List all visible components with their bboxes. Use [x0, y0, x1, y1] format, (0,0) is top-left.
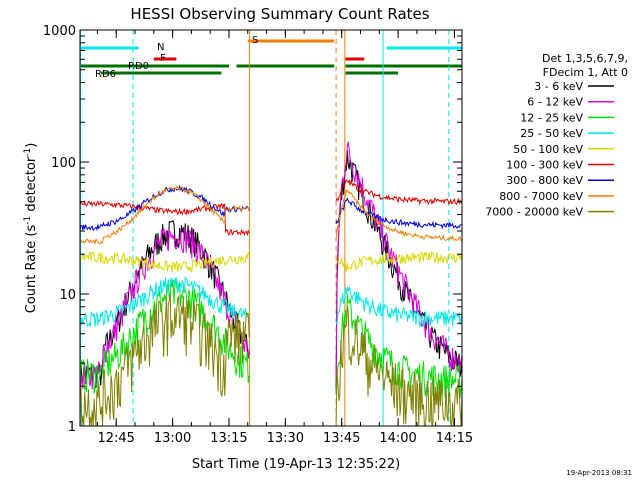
x-tick-label-2: 13:15 — [210, 431, 247, 446]
series-layer — [80, 141, 462, 426]
series-line-0 — [80, 150, 462, 392]
flag-label-s: S — [252, 35, 258, 46]
series-line-3 — [80, 276, 462, 329]
legend-header-line-1: Det 1,3,5,6,7,9, — [542, 52, 628, 65]
x-tick-label-6: 14:15 — [436, 431, 473, 446]
x-tick-label-4: 13:45 — [323, 431, 360, 446]
y-axis: 1 10 100 1000 — [43, 24, 462, 435]
series-line-8 — [80, 293, 462, 426]
series-line-6 — [80, 184, 462, 232]
x-tick-label-0: 12:45 — [97, 431, 134, 446]
legend-label-3: 25 - 50 keV — [520, 127, 583, 140]
series-line-4 — [80, 250, 462, 273]
x-tick-label-1: 13:00 — [154, 431, 191, 446]
plot-frame — [79, 29, 463, 427]
legend-label-5: 100 - 300 keV — [506, 159, 583, 172]
x-axis: 12:45 13:00 13:15 13:30 13:45 14:00 14:15 — [96, 30, 473, 446]
flag-label-f: F — [160, 53, 166, 64]
legend-header-line-2: FDecim 1, Att 0 — [543, 66, 628, 79]
legend-label-1: 6 - 12 keV — [527, 96, 583, 109]
y-tick-label-2: 100 — [51, 156, 76, 171]
flag-label-rd0: RD0 — [128, 61, 149, 72]
series-line-5 — [80, 179, 462, 237]
x-tick-label-5: 14:00 — [379, 431, 416, 446]
x-tick-label-3: 13:30 — [267, 431, 304, 446]
flag-label-n: N — [157, 42, 164, 53]
y-tick-label-1: 10 — [59, 288, 76, 303]
legend-label-0: 3 - 6 keV — [534, 80, 583, 93]
legend-label-7: 800 - 7000 keV — [499, 190, 583, 203]
timestamp: 19-Apr-2013 08:31 — [566, 469, 632, 477]
chart-title: HESSI Observing Summary Count Rates — [130, 5, 429, 23]
y-axis-label: Count Rate (s-1 detector-1) — [23, 143, 39, 314]
legend-label-2: 12 - 25 keV — [520, 111, 583, 124]
legend-label-6: 300 - 800 keV — [506, 174, 583, 187]
series-line-7 — [80, 185, 462, 246]
flags-layer: NF S RD0 RD6 — [80, 35, 462, 80]
series-line-1 — [80, 141, 462, 390]
y-tick-label-0: 1 — [68, 420, 76, 435]
x-axis-label: Start Time (19-Apr-13 12:35:22) — [192, 457, 400, 472]
vertical-markers — [80, 30, 450, 426]
legend-label-8: 7000 - 20000 keV — [485, 206, 583, 219]
flag-label-rd6: RD6 — [95, 69, 116, 80]
legend: Det 1,3,5,6,7,9, FDecim 1, Att 0 3 - 6 k… — [485, 52, 628, 219]
legend-label-4: 50 - 100 keV — [513, 143, 583, 156]
y-tick-label-3: 1000 — [43, 24, 76, 39]
